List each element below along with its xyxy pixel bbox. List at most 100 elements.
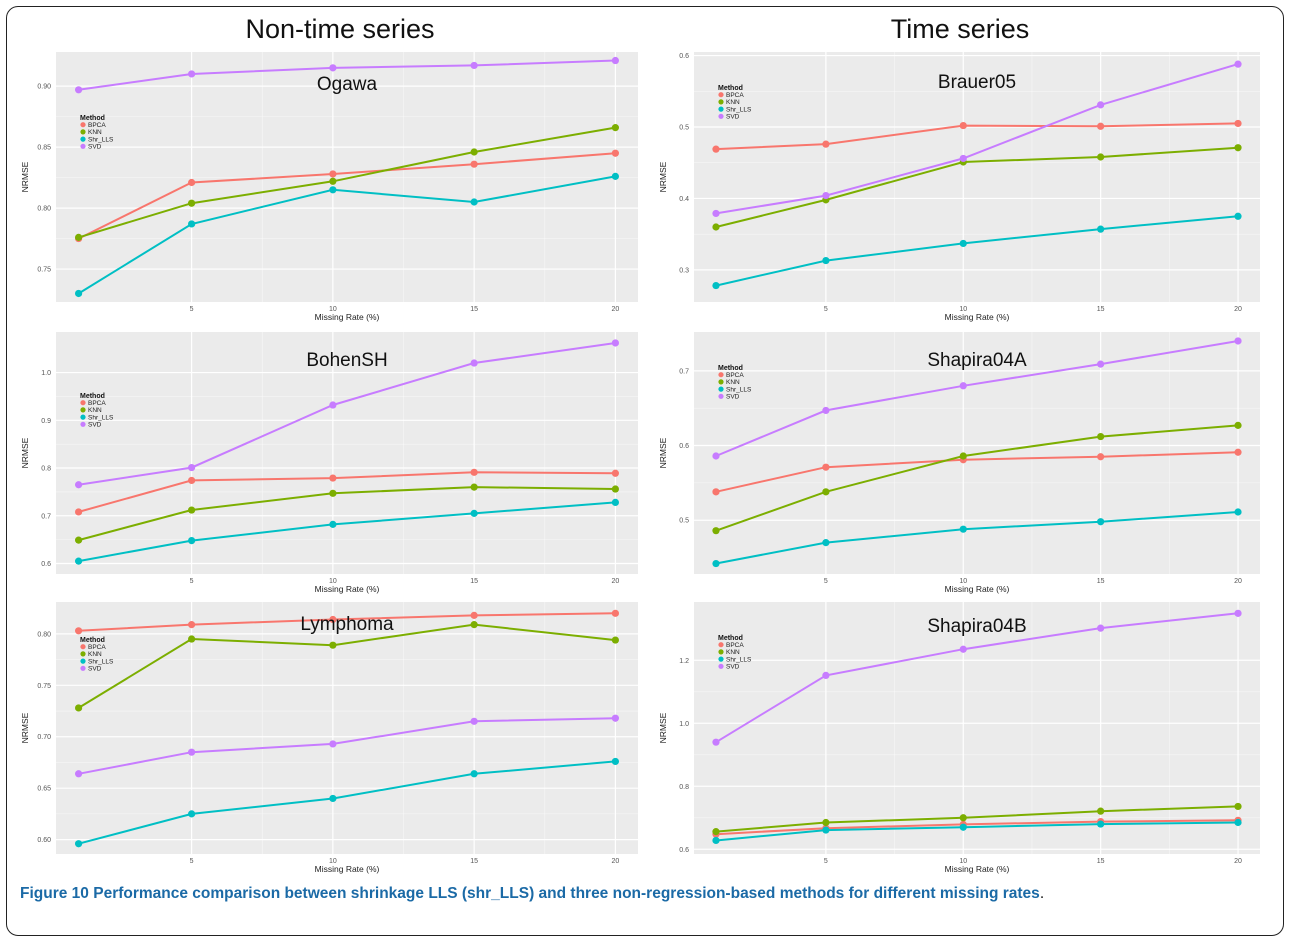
data-point-bpca (1097, 453, 1105, 461)
legend-marker-shr-lls (718, 656, 724, 662)
data-point-bpca (1234, 448, 1242, 456)
data-point-svd (611, 339, 619, 347)
y-axis-label: NRMSE (20, 437, 30, 468)
data-point-shr-lls (822, 826, 830, 834)
legend-marker-shr-lls (718, 106, 724, 112)
data-point-knn (1234, 144, 1242, 152)
chart-title: Ogawa (317, 74, 378, 95)
data-point-bpca (712, 145, 720, 153)
data-point-svd (959, 154, 967, 163)
legend-label-bpca: BPCA (88, 122, 106, 129)
data-point-svd (1097, 360, 1105, 368)
chart-svg-shapira04a: 0.5 0.6 0.7 5 10 15 20 Missing Rate (%) NRMSE Sha… (658, 332, 1260, 594)
data-point-svd (329, 740, 337, 748)
x-axis-label: Missing Rate (%) (315, 584, 380, 594)
legend-title: Method (718, 635, 743, 642)
x-tick-label: 20 (611, 306, 619, 313)
data-point-svd (470, 61, 478, 70)
data-point-bpca (1097, 122, 1105, 130)
y-tick-label: 0.6 (679, 53, 689, 60)
y-tick-label: 0.60 (37, 837, 51, 844)
chart-svg-shapira04b: 0.6 0.8 1.0 1.2 5 10 15 20 Missing Rate (%) NRMSE… (658, 602, 1260, 874)
y-tick-label: 0.6 (41, 561, 51, 568)
data-point-knn (712, 828, 720, 836)
data-point-shr-lls (470, 198, 478, 206)
y-tick-label: 0.6 (679, 847, 689, 854)
legend-marker-bpca (80, 122, 86, 128)
legend-label-svd: SVD (726, 394, 740, 401)
legend-label-svd: SVD (88, 666, 102, 673)
data-point-bpca (329, 474, 337, 482)
caption-label: Figure 10 (20, 885, 89, 902)
x-tick-label: 10 (329, 578, 337, 585)
legend-label-svd: SVD (726, 664, 740, 671)
chart-svg-ogawa: 0.75 0.80 0.85 0.90 5 10 15 20 Missing Rate (%) N… (20, 52, 638, 322)
y-tick-label: 0.85 (37, 145, 51, 152)
data-point-bpca (329, 170, 337, 178)
data-point-shr-lls (611, 757, 619, 766)
plot-area: 0.60 0.65 0.70 0.75 0.80 5 10 15 20 Missing Rate … (20, 602, 638, 874)
data-point-shr-lls (329, 186, 337, 194)
chart-title: Shapira04A (927, 350, 1027, 371)
legend-title: Method (80, 115, 105, 122)
data-point-shr-lls (470, 770, 478, 778)
data-point-svd (1097, 624, 1105, 632)
data-point-knn (188, 635, 196, 643)
y-tick-label: 0.7 (679, 368, 689, 375)
y-tick-label: 0.90 (37, 84, 51, 91)
data-point-shr-lls (1234, 212, 1242, 220)
legend-label-bpca: BPCA (88, 644, 106, 651)
y-tick-label: 1.0 (41, 370, 51, 377)
plot-background (56, 52, 638, 302)
data-point-shr-lls (188, 810, 196, 818)
data-point-bpca (959, 121, 967, 130)
data-point-bpca (611, 609, 619, 617)
x-axis-label: Missing Rate (%) (315, 312, 380, 322)
chart-panel-brauer05: 0.3 0.4 0.5 0.6 5 10 15 20 Missing Rate (%) NRMSE… (652, 48, 1268, 324)
x-axis-label: Missing Rate (%) (315, 864, 380, 874)
data-point-shr-lls (75, 289, 83, 298)
column-heading-non-time-series: Non-time series (245, 14, 435, 44)
data-point-knn (75, 704, 83, 712)
data-point-svd (822, 671, 830, 679)
data-point-svd (75, 481, 83, 489)
x-tick-label: 20 (611, 578, 619, 585)
legend-label-knn: KNN (726, 99, 740, 106)
y-axis-label: NRMSE (20, 161, 30, 192)
y-axis-label: NRMSE (20, 712, 30, 743)
data-point-svd (959, 382, 967, 390)
legend-marker-bpca (80, 400, 86, 406)
y-tick-label: 0.5 (679, 518, 689, 525)
y-tick-label: 0.80 (37, 206, 51, 213)
y-tick-label: 0.4 (679, 196, 689, 203)
legend-marker-bpca (718, 642, 724, 648)
y-tick-label: 0.3 (679, 267, 689, 274)
legend-marker-svd (718, 113, 724, 119)
data-point-shr-lls (611, 172, 619, 180)
legend-label-bpca: BPCA (726, 642, 744, 649)
legend-marker-svd (80, 143, 86, 149)
plot-area: 0.6 0.7 0.8 0.9 1.0 5 10 15 20 Missing Rate (%) NR… (20, 332, 638, 594)
chart-title: Shapira04B (927, 616, 1026, 637)
data-point-knn (959, 452, 967, 460)
x-axis-label: Missing Rate (%) (945, 864, 1010, 874)
data-point-bpca (188, 621, 196, 629)
legend-marker-shr-lls (80, 658, 86, 664)
data-point-knn (188, 199, 196, 207)
x-tick-label: 10 (329, 858, 337, 865)
chart-panel-bohensh: 0.6 0.7 0.8 0.9 1.0 5 10 15 20 Missing Rate (%) NR… (14, 328, 646, 596)
legend-title: Method (80, 393, 105, 400)
y-tick-label: 0.5 (679, 125, 689, 132)
legend-marker-svd (80, 421, 86, 427)
chart-panel-lymphoma: 0.60 0.65 0.70 0.75 0.80 5 10 15 20 Missing Rate … (14, 598, 646, 876)
legend-marker-bpca (718, 92, 724, 98)
x-tick-label: 20 (1234, 306, 1242, 313)
data-point-svd (611, 714, 619, 722)
data-point-svd (470, 359, 478, 367)
data-point-shr-lls (188, 536, 196, 545)
data-point-knn (470, 483, 478, 491)
legend-label-bpca: BPCA (88, 400, 106, 407)
data-point-knn (712, 223, 720, 231)
chart-svg-lymphoma: 0.60 0.65 0.70 0.75 0.80 5 10 15 20 Missing Rate … (20, 602, 638, 874)
